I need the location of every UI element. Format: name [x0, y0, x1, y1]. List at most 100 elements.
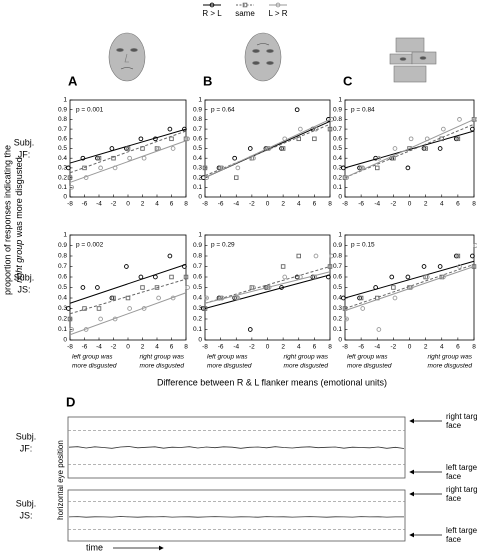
y-tick-label: 0.2	[333, 316, 342, 323]
y-tick-label: 0.1	[333, 326, 342, 333]
x-tick-label: 0	[126, 344, 130, 351]
x-tick-label: -6	[218, 201, 224, 208]
data-point	[282, 274, 288, 280]
x-tick-label: 8	[184, 344, 188, 351]
plot-frame	[69, 234, 187, 341]
x-tick-label: 0	[126, 201, 130, 208]
legend-marker	[275, 2, 281, 8]
data-point	[233, 295, 239, 301]
data-point	[169, 136, 174, 142]
y-tick-label: 0.7	[333, 263, 342, 270]
y-tick-label: 0.2	[58, 316, 67, 323]
data-point	[251, 285, 256, 290]
data-point	[249, 155, 255, 161]
data-point	[437, 264, 443, 269]
data-point	[470, 253, 475, 259]
x-tick-label: 4	[155, 201, 159, 208]
data-point	[67, 175, 73, 180]
data-point	[298, 274, 303, 280]
data-point	[373, 285, 378, 290]
y-tick-label: 0	[198, 194, 202, 201]
data-point	[127, 155, 132, 161]
data-point	[170, 146, 176, 151]
data-point	[235, 165, 241, 171]
x-tick-label: -2	[390, 344, 396, 351]
data-point	[441, 126, 446, 132]
x-tick-label: 4	[440, 344, 444, 351]
fit-line	[204, 266, 331, 304]
annotation: p = 0.29	[211, 242, 235, 249]
subject-label: Subj.	[16, 431, 37, 441]
data-point	[96, 155, 102, 161]
data-point	[69, 184, 74, 190]
x-tick-label: -6	[82, 344, 88, 351]
data-point	[389, 274, 395, 280]
data-point	[266, 285, 272, 290]
x-axis-label: Difference between R & L flanker means (…	[157, 377, 387, 387]
data-point	[424, 274, 430, 280]
y-tick-label: 1	[63, 97, 67, 104]
subject-label: JS:	[17, 284, 30, 294]
data-point	[247, 146, 253, 151]
y-axis-label-rest: was more disgusted	[14, 157, 24, 240]
data-point	[376, 155, 382, 161]
data-point	[183, 136, 189, 142]
data-point	[182, 264, 187, 269]
data-point	[373, 155, 378, 161]
x-tick-label: -4	[233, 201, 239, 208]
y-tick-label: 0.8	[58, 116, 67, 123]
y-tick-label: 0.3	[193, 165, 202, 172]
y-tick-label: 0.8	[333, 253, 342, 260]
data-point	[265, 146, 270, 151]
y-tick-label: 0.6	[193, 136, 202, 143]
data-point	[441, 274, 446, 280]
x-tick-label: -6	[358, 201, 364, 208]
legend-label: R > L	[202, 9, 222, 18]
x-tick-label: -2	[111, 201, 117, 208]
x-tick-label: 8	[472, 201, 476, 208]
subject-label: JF:	[18, 149, 31, 159]
y-tick-label: 0.8	[193, 116, 202, 123]
x-tick-label: 8	[328, 201, 332, 208]
x-tick-label: -2	[111, 344, 117, 351]
panel-letter: C	[343, 73, 353, 88]
data-point	[67, 316, 73, 322]
x-tick-label: -2	[390, 201, 396, 208]
y-tick-label: 0.9	[193, 106, 202, 113]
data-point	[344, 316, 349, 322]
x-end-label: more disgusted	[428, 363, 473, 370]
legend-marker	[209, 2, 215, 8]
y-axis-label-emphasis: right group	[14, 240, 24, 283]
subject-label: JS:	[19, 510, 32, 520]
data-point	[153, 274, 158, 280]
data-point	[156, 295, 161, 301]
y-tick-label: 0.5	[58, 284, 67, 291]
data-point	[140, 285, 145, 290]
data-point	[167, 253, 173, 259]
data-point	[98, 316, 103, 322]
data-point	[124, 264, 129, 269]
y-tick-label: 0.6	[58, 274, 67, 281]
data-point	[407, 146, 412, 151]
data-point	[439, 136, 445, 142]
x-tick-label: -6	[218, 344, 224, 351]
fit-line	[69, 130, 187, 174]
data-point	[80, 285, 86, 290]
y-tick-label: 1	[198, 232, 202, 239]
data-point	[140, 146, 145, 151]
x-tick-label: 4	[440, 201, 444, 208]
y-tick-label: 0.3	[333, 165, 342, 172]
data-point	[266, 146, 272, 151]
data-point	[185, 136, 190, 142]
data-point	[127, 306, 132, 311]
data-point	[218, 165, 223, 171]
data-point	[455, 136, 461, 142]
y-tick-label: 0.5	[333, 145, 342, 152]
subject-label: Subj.	[16, 498, 37, 508]
data-point	[360, 306, 366, 311]
data-point	[358, 165, 364, 171]
x-tick-label: 6	[313, 344, 317, 351]
data-point	[392, 146, 398, 151]
y-tick-label: 0.6	[333, 274, 342, 281]
